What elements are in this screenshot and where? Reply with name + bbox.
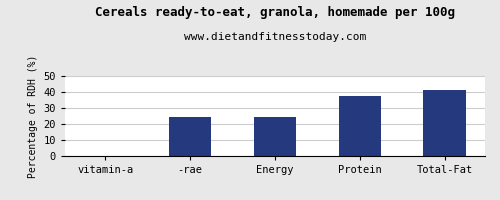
Bar (424, 90, 466, 156)
Text: www.dietandfitnesstoday.com: www.dietandfitnesstoday.com (184, 32, 366, 42)
Bar (338, 96, 381, 156)
Bar (169, 117, 212, 156)
Text: Cereals ready-to-eat, granola, homemade per 100g: Cereals ready-to-eat, granola, homemade … (95, 6, 455, 19)
Y-axis label: Percentage of RDH (%): Percentage of RDH (%) (28, 54, 38, 178)
Bar (254, 117, 296, 156)
